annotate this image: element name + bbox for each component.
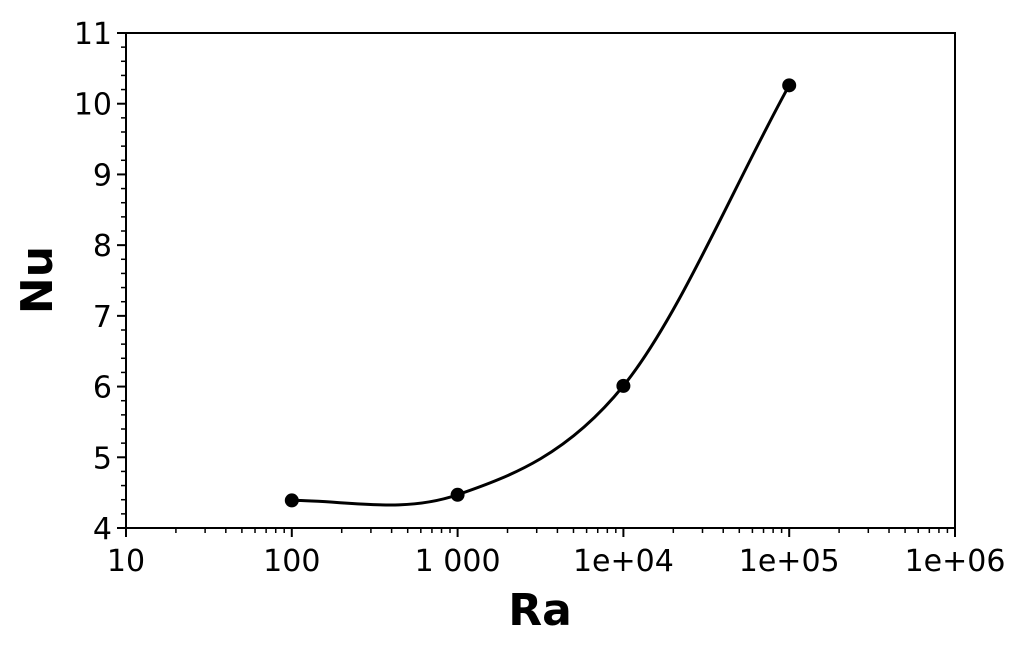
data-point xyxy=(284,493,299,508)
y-tick-label: 4 xyxy=(93,512,112,547)
y-tick-labels: 4 5 6 7 8 9 10 11 xyxy=(74,17,112,547)
x-tick-label: 1e+06 xyxy=(905,544,1006,579)
y-tick-label: 8 xyxy=(93,229,112,264)
y-tick-label: 7 xyxy=(93,300,112,335)
plot-frame xyxy=(125,32,956,529)
data-point xyxy=(616,378,631,393)
y-tick-label: 5 xyxy=(93,441,112,476)
fit-curve xyxy=(291,84,791,507)
y-minor-ticks xyxy=(121,46,126,515)
y-axis-title: Nu xyxy=(12,246,63,314)
x-minor-ticks xyxy=(175,528,949,533)
x-tick-label: 100 xyxy=(263,544,320,579)
x-tick-labels: 10 100 1 000 1e+04 1e+05 1e+06 xyxy=(107,544,1006,579)
y-tick-label: 11 xyxy=(74,17,112,52)
x-tick-label: 1e+05 xyxy=(739,544,840,579)
data-points xyxy=(284,78,797,508)
x-major-ticks xyxy=(125,528,956,537)
y-major-ticks xyxy=(117,32,126,529)
data-point xyxy=(450,487,465,502)
x-tick-label: 1e+04 xyxy=(573,544,674,579)
y-tick-label: 9 xyxy=(93,158,112,193)
x-tick-label: 1 000 xyxy=(415,544,501,579)
y-tick-label: 6 xyxy=(93,371,112,406)
data-point xyxy=(782,78,797,93)
x-tick-label: 10 xyxy=(107,544,145,579)
y-tick-label: 10 xyxy=(74,88,112,123)
x-axis-title: Ra xyxy=(508,585,572,636)
